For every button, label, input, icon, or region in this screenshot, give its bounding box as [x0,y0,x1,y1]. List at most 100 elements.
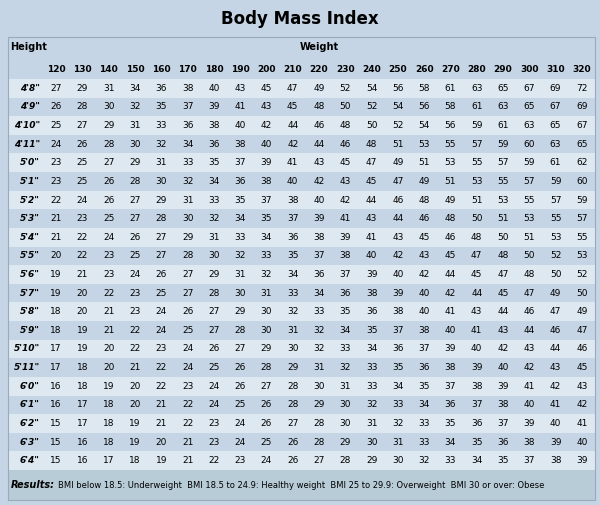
Text: 26: 26 [103,177,115,186]
Text: 30: 30 [260,326,272,335]
Text: 38: 38 [313,233,325,242]
Text: 46: 46 [550,326,561,335]
Text: 5'7": 5'7" [20,289,40,297]
Text: 44: 44 [445,270,456,279]
Text: 33: 33 [392,400,404,410]
Text: 34: 34 [366,344,377,354]
Text: 24: 24 [50,140,62,148]
Text: 47: 47 [366,158,377,167]
Text: 61: 61 [445,84,456,93]
Text: 310: 310 [546,66,565,75]
Text: 23: 23 [130,307,140,316]
Text: 31: 31 [103,84,115,93]
Text: 44: 44 [392,214,403,223]
Text: 57: 57 [550,195,562,205]
Text: 42: 42 [497,344,509,354]
Text: 39: 39 [340,233,351,242]
Text: 19: 19 [129,419,141,428]
Text: 320: 320 [572,66,591,75]
Text: 5'5": 5'5" [20,251,40,261]
Text: 65: 65 [497,84,509,93]
Text: 37: 37 [524,456,535,465]
Text: 38: 38 [418,326,430,335]
Text: 35: 35 [392,363,404,372]
Text: 27: 27 [235,344,246,354]
Text: 5'11": 5'11" [14,363,40,372]
Text: 51: 51 [497,214,509,223]
Text: 35: 35 [340,307,351,316]
Text: 33: 33 [287,289,298,297]
Text: 6'1": 6'1" [20,400,40,410]
Text: 39: 39 [497,382,509,391]
Text: 5'9": 5'9" [20,326,40,335]
Text: 22: 22 [50,195,62,205]
Text: 48: 48 [340,121,351,130]
Text: 33: 33 [208,195,220,205]
Bar [8,321,595,340]
Text: 51: 51 [392,140,404,148]
Bar [8,414,595,433]
Bar [8,470,595,500]
Text: 28: 28 [77,103,88,112]
Text: 62: 62 [576,158,587,167]
Text: 53: 53 [524,214,535,223]
Text: 30: 30 [313,382,325,391]
Text: 26: 26 [77,140,88,148]
Text: 27: 27 [261,382,272,391]
Text: 37: 37 [340,270,351,279]
Text: 16: 16 [77,437,88,446]
Text: 36: 36 [235,177,246,186]
Text: 65: 65 [576,140,587,148]
Text: 30: 30 [366,437,377,446]
Text: 29: 29 [287,363,298,372]
Text: 48: 48 [497,251,509,261]
Text: 32: 32 [208,214,220,223]
Text: 22: 22 [77,233,88,242]
Text: 5'3": 5'3" [20,214,40,223]
Text: 44: 44 [287,121,298,130]
Text: 34: 34 [340,326,351,335]
Text: 24: 24 [155,307,167,316]
Text: 5'6": 5'6" [20,270,40,279]
Text: 22: 22 [130,326,140,335]
Text: 41: 41 [287,158,298,167]
Text: 17: 17 [77,419,88,428]
Text: 32: 32 [366,400,377,410]
Text: 30: 30 [103,103,115,112]
Text: 22: 22 [130,344,140,354]
Text: 26: 26 [287,437,298,446]
Text: 32: 32 [313,326,325,335]
Text: 20: 20 [155,437,167,446]
Text: 23: 23 [235,456,246,465]
Text: 25: 25 [77,158,88,167]
Text: 22: 22 [182,400,193,410]
Text: 30: 30 [155,177,167,186]
Text: 57: 57 [576,214,587,223]
Text: 27: 27 [208,307,220,316]
Text: 39: 39 [576,456,587,465]
Text: 45: 45 [576,363,587,372]
Text: 28: 28 [103,140,115,148]
Text: 31: 31 [182,195,193,205]
Text: 41: 41 [550,400,561,410]
Text: 47: 47 [497,270,509,279]
Text: 27: 27 [130,214,140,223]
Text: 29: 29 [235,307,246,316]
Text: 25: 25 [208,363,220,372]
Text: 33: 33 [260,251,272,261]
Text: 31: 31 [366,419,377,428]
Text: 49: 49 [576,307,587,316]
Bar [8,210,595,228]
Text: 42: 42 [261,121,272,130]
Text: 33: 33 [418,419,430,428]
Text: 26: 26 [155,270,167,279]
Text: 36: 36 [155,84,167,93]
Text: 40: 40 [287,177,298,186]
Text: 69: 69 [576,103,587,112]
Text: 38: 38 [471,382,482,391]
Text: 42: 42 [524,363,535,372]
Text: 65: 65 [550,121,562,130]
Text: 40: 40 [471,344,482,354]
Text: 43: 43 [261,103,272,112]
Text: 18: 18 [77,363,88,372]
